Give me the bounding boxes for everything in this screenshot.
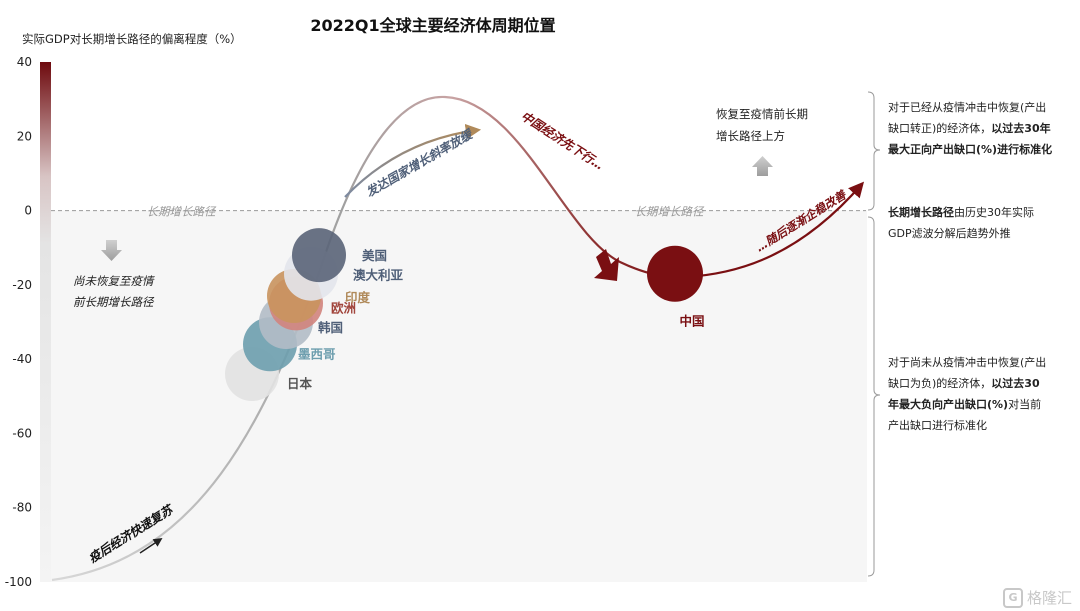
negative-gap-note-line-2a: 缺口为负)的经济体， <box>888 377 992 390</box>
y-tick-label: -60 <box>12 426 32 440</box>
negative-gap-note-line-4: 产出缺口进行标准化 <box>888 419 987 432</box>
positive-gap-note-line-1: 对于已经从疫情冲击中恢复(产出 <box>888 101 1047 114</box>
below-path-note-2: 前长期增长路径 <box>73 295 155 309</box>
y-tick-label: -100 <box>5 575 32 589</box>
chart-title: 2022Q1全球主要经济体周期位置 <box>310 16 555 35</box>
watermark-logo-icon: G <box>1002 587 1023 608</box>
long-term-path-note-line-1: 长期增长路径由历史30年实际 <box>888 202 1078 223</box>
economy-label: 韩国 <box>318 320 343 335</box>
up-arrow-icon <box>752 156 773 176</box>
positive-gap-note-line-2a: 缺口转正)的经济体， <box>888 122 992 135</box>
above-path-note-2: 增长路径上方 <box>716 129 785 143</box>
economy-label: 中国 <box>679 314 704 329</box>
y-axis-label: 实际GDP对长期增长路径的偏离程度（%） <box>22 32 242 46</box>
positive-gap-note-line-3: 最大正向产出缺口(%)进行标准化 <box>888 143 1053 156</box>
negative-gap-note-line-3: 年最大负向产出缺口(%)对当前 <box>888 394 1078 415</box>
y-tick-label: 0 <box>24 204 32 218</box>
long-term-path-label-right: 长期增长路径 <box>635 205 705 219</box>
positive-gap-note-line-2: 缺口转正)的经济体，以过去30年 <box>888 118 1078 139</box>
below-path-note-1: 尚未恢复至疫情 <box>73 274 155 288</box>
economy-label: 印度 <box>345 290 371 305</box>
watermark-text: 格隆汇 <box>1026 589 1072 607</box>
watermark: G 格隆汇 <box>1002 587 1072 608</box>
negative-gap-note-line-2b: 以过去30 <box>991 377 1040 390</box>
long-term-path-note: 长期增长路径由历史30年实际 GDP滤波分解后趋势外推 <box>888 202 1078 244</box>
economy-label: 墨西哥 <box>298 346 336 361</box>
economy-label: 澳大利亚 <box>353 268 404 283</box>
economy-label: 美国 <box>362 248 387 263</box>
y-axis-ticks: 40 20 0 -20 -40 -60 -80 -100 <box>5 55 32 589</box>
economy-marker <box>292 228 346 283</box>
y-axis-bar <box>40 62 51 582</box>
economy-marker <box>647 245 703 302</box>
top-brace <box>867 91 881 211</box>
y-tick-label: -20 <box>12 278 32 292</box>
china-pointer-arrow <box>594 249 619 281</box>
china-decline-annotation: 中国经济先下行… <box>518 109 606 173</box>
y-tick-label: -40 <box>12 352 32 366</box>
economy-label: 日本 <box>287 376 313 391</box>
y-tick-label: 40 <box>17 55 32 69</box>
developed-slope-arrow <box>344 123 482 198</box>
bottom-brace <box>867 216 881 577</box>
negative-gap-note-line-3b: 对当前 <box>1008 398 1042 411</box>
long-term-path-note-line-2: GDP滤波分解后趋势外推 <box>888 227 1011 240</box>
negative-gap-note-line-2: 缺口为负)的经济体，以过去30 <box>888 373 1078 394</box>
long-term-path-label: 长期增长路径 <box>147 205 217 219</box>
economy-label: 欧洲 <box>331 300 356 315</box>
positive-gap-note: 对于已经从疫情冲击中恢复(产出 缺口转正)的经济体，以过去30年 最大正向产出缺… <box>888 97 1078 160</box>
negative-gap-note-line-3a: 年最大负向产出缺口(%) <box>888 398 1009 411</box>
recovery-arrow <box>139 538 163 554</box>
positive-gap-note-line-2b: 以过去30年 <box>991 122 1051 135</box>
y-tick-label: 20 <box>17 129 32 143</box>
above-path-note-1: 恢复至疫情前长期 <box>716 107 808 121</box>
long-term-path-note-line-1b: 由历史30年实际 <box>954 206 1034 219</box>
y-tick-label: -80 <box>12 501 32 515</box>
negative-gap-note-line-1: 对于尚未从疫情冲击中恢复(产出 <box>888 356 1047 369</box>
long-term-path-note-line-1a: 长期增长路径 <box>888 206 954 219</box>
down-arrow-icon <box>101 240 122 261</box>
negative-gap-note: 对于尚未从疫情冲击中恢复(产出 缺口为负)的经济体，以过去30 年最大负向产出缺… <box>888 352 1078 436</box>
below-path-region <box>51 210 867 583</box>
